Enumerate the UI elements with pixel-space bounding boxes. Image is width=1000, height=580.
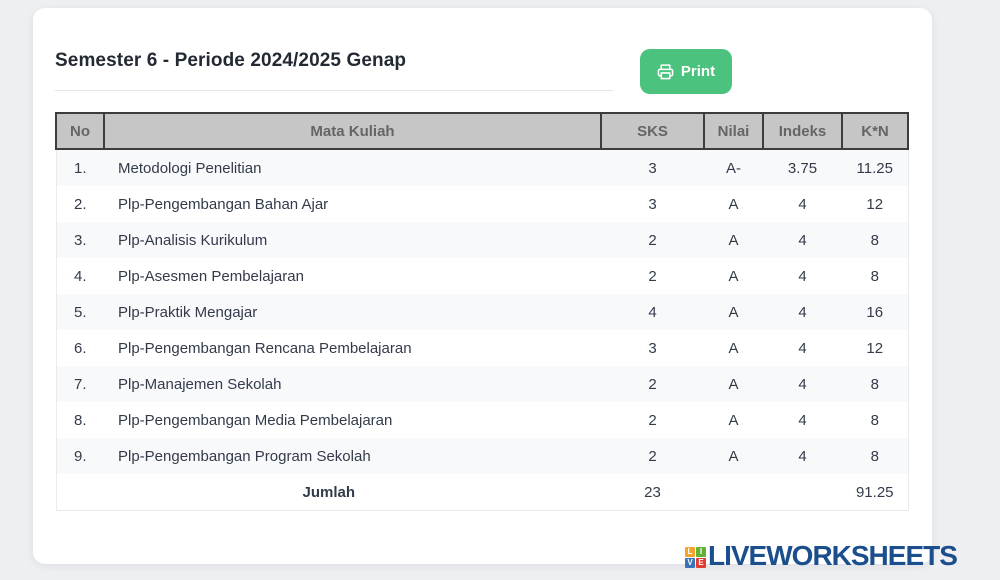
column-header-5: K*N: [841, 112, 909, 150]
cell-sks: 3: [648, 339, 657, 357]
table-row: 3. Plp-Analisis Kurikulum 2 A 4 8: [56, 222, 908, 258]
cell-nilai: A-: [726, 159, 741, 177]
cell-course: Plp-Manajemen Sekolah: [118, 375, 282, 393]
cell-indeks: 4: [798, 447, 807, 465]
cell-course: Plp-Asesmen Pembelajaran: [118, 267, 304, 285]
table-row: 4. Plp-Asesmen Pembelajaran 2 A 4 8: [56, 258, 908, 294]
column-header-3: Nilai: [703, 112, 764, 150]
table-body: 1. Metodologi Penelitian 3 A- 3.75 11.25 2. Plp…: [56, 149, 908, 474]
page-title: Semester 6 - Periode 2024/2025 Genap: [55, 50, 407, 71]
cell-course: Plp-Pengembangan Program Sekolah: [118, 447, 371, 465]
cell-no: 9.: [73, 447, 87, 465]
table-row: 9. Plp-Pengembangan Program Sekolah 2 A 4 8: [56, 438, 908, 474]
cell-sks: 4: [648, 303, 657, 321]
printer-icon: [657, 63, 674, 80]
logo-tile-v: V: [685, 557, 695, 568]
cell-no: 2.: [73, 195, 87, 213]
cell-course: Metodologi Penelitian: [118, 159, 262, 177]
cell-course: Plp-Analisis Kurikulum: [118, 231, 268, 249]
cell-kn: 8: [870, 411, 879, 429]
print-button-label: Print: [680, 63, 716, 80]
cell-sks: 2: [648, 447, 657, 465]
liveworksheets-logo-text: LIVEWORKSHEETS: [708, 540, 958, 571]
cell-course: Plp-Praktik Mengajar: [118, 303, 258, 321]
cell-sks: 2: [648, 267, 657, 285]
cell-indeks: 4: [798, 375, 807, 393]
logo-tile-e: E: [696, 557, 706, 568]
logo-tile-i: I: [696, 546, 706, 557]
cell-kn: 8: [870, 231, 879, 249]
cell-nilai: A: [728, 303, 739, 321]
column-header-0: No: [55, 112, 105, 150]
cell-nilai: A: [728, 195, 739, 213]
cell-kn: 11.25: [856, 159, 893, 177]
cell-kn: 8: [870, 447, 879, 465]
table-row: 1. Metodologi Penelitian 3 A- 3.75 11.25: [56, 149, 908, 186]
cell-kn: 12: [866, 195, 884, 213]
footer-indeks-cell: [763, 474, 842, 511]
column-header-2: SKS: [600, 112, 705, 150]
cell-indeks: 4: [798, 195, 807, 213]
cell-sks: 3: [648, 159, 657, 177]
column-header-1: Mata Kuliah: [103, 112, 602, 150]
cell-sks: 2: [648, 231, 657, 249]
semester-report-card: Semester 6 - Periode 2024/2025 Genap Pri…: [33, 8, 932, 564]
title-divider: [55, 90, 613, 91]
logo-tile-l: L: [685, 546, 695, 557]
cell-nilai: A: [728, 411, 739, 429]
cell-indeks: 4: [798, 339, 807, 357]
table-row: 5. Plp-Praktik Mengajar 4 A 4 16: [56, 294, 908, 330]
cell-no: 8.: [73, 411, 87, 429]
cell-no: 4.: [73, 267, 87, 285]
cell-kn: 16: [866, 303, 884, 321]
cell-sks: 2: [648, 375, 657, 393]
footer-kn-total: 91.25: [842, 474, 908, 511]
column-header-4: Indeks: [762, 112, 843, 150]
table-row: 7. Plp-Manajemen Sekolah 2 A 4 8: [56, 366, 908, 402]
print-button[interactable]: Print: [640, 49, 732, 94]
cell-nilai: A: [728, 447, 739, 465]
cell-kn: 8: [870, 267, 879, 285]
table-row: 8. Plp-Pengembangan Media Pembelajaran 2 A 4…: [56, 402, 908, 438]
table-header-row: No Mata Kuliah SKS Nilai Indeks K*N: [55, 112, 909, 150]
cell-indeks: 4: [798, 231, 807, 249]
cell-sks: 3: [648, 195, 657, 213]
cell-course: Plp-Pengembangan Media Pembelajaran: [118, 411, 393, 429]
cell-nilai: A: [728, 375, 739, 393]
table-footer: Jumlah 23 91.25: [56, 474, 908, 511]
cell-nilai: A: [728, 339, 739, 357]
cell-nilai: A: [728, 267, 739, 285]
cell-kn: 8: [870, 375, 879, 393]
cell-indeks: 4: [798, 303, 807, 321]
cell-nilai: A: [728, 231, 739, 249]
cell-sks: 2: [648, 411, 657, 429]
table-row: 2. Plp-Pengembangan Bahan Ajar 3 A 4 12: [56, 186, 908, 222]
cell-indeks: 4: [798, 411, 807, 429]
grades-table: No Mata Kuliah SKS Nilai Indeks K*N 1. Metodol…: [55, 112, 909, 511]
footer-nilai-cell: [704, 474, 763, 511]
table-footer-row: Jumlah 23 91.25: [56, 474, 908, 511]
cell-no: 7.: [73, 375, 87, 393]
cell-no: 3.: [73, 231, 87, 249]
footer-sks-total: 23: [601, 474, 704, 511]
cell-kn: 12: [866, 339, 884, 357]
cell-indeks: 3.75: [787, 159, 818, 177]
cell-no: 5.: [73, 303, 87, 321]
card-header: Semester 6 - Periode 2024/2025 Genap Pri…: [55, 49, 910, 94]
table-header: No Mata Kuliah SKS Nilai Indeks K*N: [55, 112, 909, 150]
cell-no: 6.: [73, 339, 87, 357]
cell-course: Plp-Pengembangan Bahan Ajar: [118, 195, 329, 213]
cell-no: 1.: [73, 159, 87, 177]
cell-indeks: 4: [798, 267, 807, 285]
footer-label: Jumlah: [56, 474, 601, 511]
cell-course: Plp-Pengembangan Rencana Pembelajaran: [118, 339, 412, 357]
table-row: 6. Plp-Pengembangan Rencana Pembelajaran 3…: [56, 330, 908, 366]
